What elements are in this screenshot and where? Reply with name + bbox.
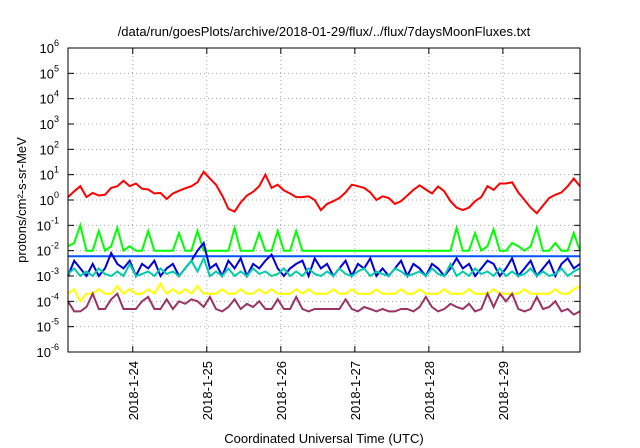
y-tick-label: 10-1 — [37, 215, 59, 233]
y-axis-title: protons/cm²-s-sr-MeV — [14, 137, 29, 263]
y-tick-exponent: -2 — [51, 241, 59, 251]
y-tick-label: 10-2 — [37, 241, 59, 259]
y-tick-base: 10 — [37, 244, 51, 259]
x-axis-title: Coordinated Universal Time (UTC) — [224, 431, 423, 446]
y-tick-exponent: -3 — [51, 266, 59, 276]
y-tick-label: 103 — [40, 114, 59, 132]
y-tick-label: 10-4 — [37, 291, 59, 309]
series-line-1 — [67, 170, 581, 215]
y-tick-exponent: -6 — [51, 342, 59, 352]
y-tick-base: 10 — [37, 218, 51, 233]
x-tick-label: 2018-1-24 — [126, 361, 141, 420]
y-tick-label: 105 — [40, 63, 59, 81]
series-line-5 — [67, 255, 581, 278]
y-tick-exponent: 0 — [54, 190, 59, 200]
y-tick-exponent: 3 — [54, 114, 59, 124]
series-line-6 — [67, 281, 581, 304]
x-tick-label: 2018-1-26 — [274, 361, 289, 420]
y-tick-label: 104 — [40, 89, 59, 107]
series-line-7 — [67, 291, 581, 316]
y-tick-exponent: 1 — [54, 165, 59, 175]
x-tick-label: 2018-1-28 — [422, 361, 437, 420]
y-axis-title-text: protons/cm²-s-sr-MeV — [14, 137, 29, 263]
y-tick-base: 10 — [40, 117, 54, 132]
series-line-2 — [67, 221, 581, 253]
x-tick-label: 2018-1-25 — [200, 361, 215, 420]
y-tick-exponent: 5 — [54, 63, 59, 73]
y-tick-label: 10-3 — [37, 266, 59, 284]
y-tick-label: 102 — [40, 139, 59, 157]
y-tick-exponent: 4 — [54, 89, 59, 99]
y-tick-base: 10 — [37, 294, 51, 309]
y-tick-base: 10 — [40, 168, 54, 183]
y-tick-label: 10-5 — [37, 317, 59, 335]
y-tick-exponent: -1 — [51, 215, 59, 225]
x-tick-label: 2018-1-27 — [348, 361, 363, 420]
x-tick-label: 2018-1-29 — [496, 361, 511, 420]
y-tick-label: 100 — [40, 190, 59, 208]
y-tick-exponent: 2 — [54, 139, 59, 149]
y-tick-base: 10 — [37, 345, 51, 360]
chart-title: /data/run/goesPlots/archive/2018-01-29/f… — [118, 24, 531, 39]
y-axis: 10-610-510-410-310-210-11001011021031041… — [37, 38, 580, 360]
y-tick-label: 101 — [40, 165, 59, 183]
y-tick-exponent: -4 — [51, 291, 59, 301]
y-tick-base: 10 — [37, 320, 51, 335]
series-layer — [67, 170, 581, 316]
y-tick-exponent: -5 — [51, 317, 59, 327]
y-tick-base: 10 — [40, 142, 54, 157]
series-line-4 — [67, 240, 581, 279]
grid — [68, 48, 580, 352]
y-tick-base: 10 — [40, 41, 54, 56]
x-axis: 2018-1-24 2018-1-25 2018-1-26 2018-1-27 2018… — [126, 48, 511, 420]
y-tick-base: 10 — [40, 66, 54, 81]
y-tick-base: 10 — [37, 269, 51, 284]
y-tick-base: 10 — [40, 193, 54, 208]
y-tick-base: 10 — [40, 92, 54, 107]
y-tick-exponent: 6 — [54, 38, 59, 48]
y-tick-label: 10-6 — [37, 342, 59, 360]
y-tick-label: 106 — [40, 38, 59, 56]
